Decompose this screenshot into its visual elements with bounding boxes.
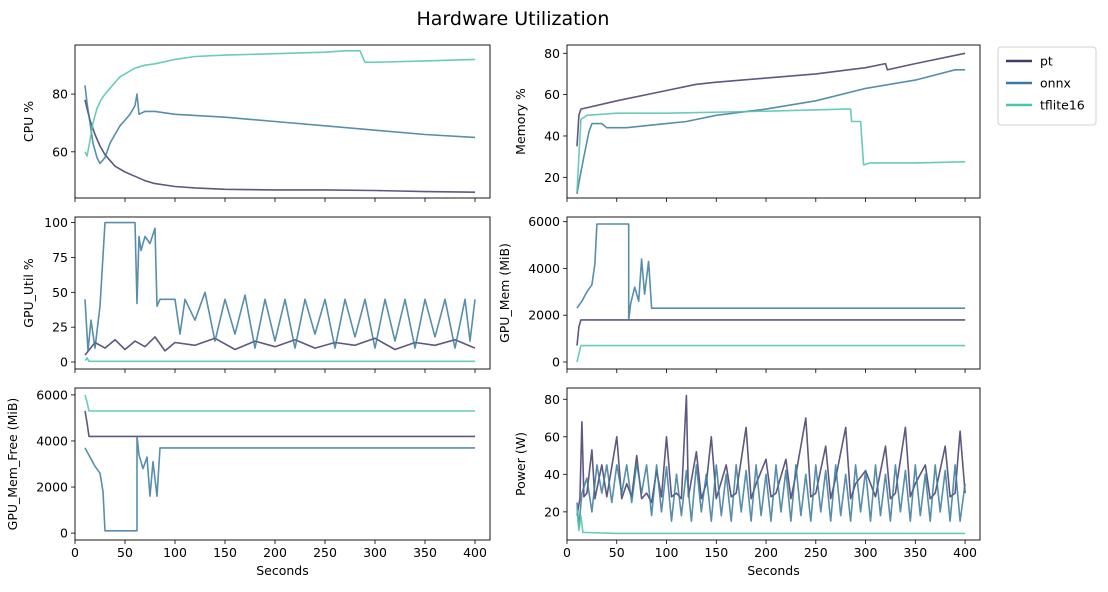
y-tick-label: 6000	[528, 214, 560, 229]
y-tick-label: 4000	[36, 433, 68, 448]
series-line-onnx	[84, 221, 476, 352]
y-tick-label: 20	[544, 504, 560, 519]
y-axis-label: GPU_Mem (MiB)	[497, 243, 512, 343]
y-tick-label: 2000	[528, 308, 560, 323]
series-line-pt	[576, 52, 966, 147]
series-line-tflite16	[84, 394, 475, 412]
axes-frame	[566, 387, 981, 541]
y-tick-label: 0	[60, 355, 68, 370]
axes-frame	[566, 216, 981, 370]
y-tick-label: 75	[52, 250, 68, 265]
axes-frame	[74, 387, 491, 541]
subplot-gpu-mem-mib: 0 2000 4000 6000 GPU_Mem (MiB)	[497, 214, 981, 373]
x-tick-label: 50	[609, 545, 625, 560]
series-line-pt	[576, 394, 966, 516]
legend: pt onnx tflite16	[997, 46, 1097, 126]
series-line-tflite16	[576, 344, 966, 363]
legend-label-tflite16: tflite16	[1040, 98, 1085, 113]
series-line-tflite16	[576, 508, 966, 535]
x-tick-label: 300	[363, 545, 387, 560]
axes-frame	[74, 44, 491, 199]
y-axis-label: CPU %	[21, 101, 36, 142]
y-tick-label: 25	[52, 320, 68, 335]
x-tick-label: 150	[213, 545, 237, 560]
y-axis-label: Power (W)	[513, 432, 528, 496]
y-tick-label: 60	[544, 87, 560, 102]
legend-label-onnx: onnx	[1040, 76, 1071, 91]
series-line-onnx	[576, 223, 966, 321]
subplot-gpu-mem-free-mib: 0 50 100 150 200 250 300 350 4000200040006000GPU…	[5, 387, 491, 578]
series-line-onnx	[84, 435, 475, 532]
x-tick-label: 350	[903, 545, 927, 560]
y-tick-label: 50	[52, 285, 68, 300]
x-tick-label: 0	[71, 545, 79, 560]
series-line-pt	[84, 410, 475, 438]
x-tick-label: 400	[953, 545, 977, 560]
y-tick-label: 60	[544, 429, 560, 444]
y-tick-label: 0	[60, 526, 68, 541]
x-tick-label: 50	[117, 545, 133, 560]
x-axis-label: Seconds	[747, 563, 800, 578]
x-tick-label: 100	[655, 545, 679, 560]
subplot-power-w: 0 50 100 150 200 250 300 350 400 20 40 60 80 Power (W…	[513, 387, 981, 578]
y-tick-label: 2000	[36, 480, 68, 495]
x-tick-label: 350	[413, 545, 437, 560]
y-tick-label: 4000	[528, 261, 560, 276]
axes-frame	[566, 44, 981, 199]
series-line-pt	[84, 336, 476, 356]
series-line-pt	[84, 99, 476, 193]
legend-label-pt: pt	[1040, 54, 1053, 69]
series-line-tflite16	[576, 108, 966, 192]
y-tick-label: 20	[544, 170, 560, 185]
subplots-grid: 60 80 CPU % 20 40 60 80 Memory % 0 25 50 75 100 GPU_U…	[5, 44, 981, 578]
series-line-onnx	[576, 462, 966, 528]
axes-frame	[74, 216, 491, 370]
subplot-memory: 20 40 60 80 Memory %	[513, 44, 981, 202]
figure-title: Hardware Utilization	[417, 8, 610, 30]
y-tick-label: 80	[52, 87, 68, 102]
series-line-tflite16	[84, 357, 475, 363]
series-line-onnx	[84, 85, 476, 165]
y-tick-label: 80	[544, 46, 560, 61]
y-tick-label: 6000	[36, 387, 68, 402]
y-tick-label: 40	[544, 128, 560, 143]
x-axis-label: Seconds	[256, 563, 309, 578]
y-tick-label: 0	[552, 354, 560, 369]
x-tick-label: 0	[563, 545, 571, 560]
y-axis-label: GPU_Util %	[21, 258, 36, 328]
y-axis-label: GPU_Mem_Free (MiB)	[5, 398, 20, 531]
series-line-pt	[576, 319, 966, 346]
x-tick-label: 200	[263, 545, 287, 560]
x-tick-label: 300	[854, 545, 878, 560]
x-tick-label: 200	[754, 545, 778, 560]
x-tick-label: 250	[313, 545, 337, 560]
y-axis-label: Memory %	[513, 88, 528, 155]
y-tick-label: 100	[44, 215, 68, 230]
series-line-onnx	[576, 69, 966, 195]
y-tick-label: 80	[544, 392, 560, 407]
subplot-gpu-util: 0 25 50 75 100 GPU_Util %	[21, 215, 491, 373]
x-tick-label: 100	[163, 545, 187, 560]
subplot-cpu: 60 80 CPU %	[21, 44, 491, 202]
y-tick-label: 40	[544, 467, 560, 482]
x-tick-label: 250	[804, 545, 828, 560]
series-line-tflite16	[84, 50, 476, 157]
x-tick-label: 150	[704, 545, 728, 560]
y-tick-label: 60	[52, 144, 68, 159]
x-tick-label: 400	[463, 545, 487, 560]
